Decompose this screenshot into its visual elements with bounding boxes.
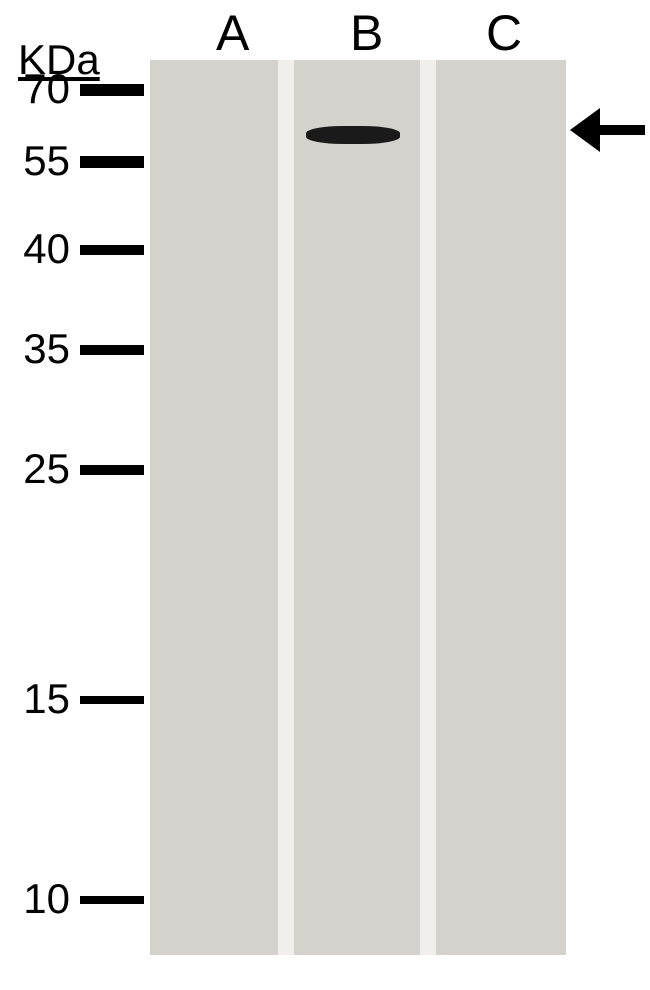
marker-55: 55 bbox=[10, 137, 70, 185]
lane-label-b: B bbox=[350, 4, 383, 62]
marker-15: 15 bbox=[10, 675, 70, 723]
lane-label-a: A bbox=[216, 4, 249, 62]
tick-55 bbox=[80, 156, 144, 168]
lane-divider-bc bbox=[420, 60, 436, 955]
western-blot-figure: KDa A B C 70 55 40 35 25 15 10 bbox=[0, 0, 650, 990]
marker-70: 70 bbox=[10, 65, 70, 113]
band-lane-b bbox=[306, 126, 400, 144]
tick-15 bbox=[80, 696, 144, 704]
marker-35: 35 bbox=[10, 325, 70, 373]
marker-40: 40 bbox=[10, 225, 70, 273]
arrow-head-icon bbox=[570, 108, 600, 152]
marker-25: 25 bbox=[10, 445, 70, 493]
tick-40 bbox=[80, 245, 144, 255]
blot-membrane bbox=[150, 60, 566, 955]
tick-35 bbox=[80, 345, 144, 355]
tick-25 bbox=[80, 465, 144, 475]
lane-label-c: C bbox=[486, 4, 522, 62]
lane-divider-ab bbox=[278, 60, 294, 955]
tick-10 bbox=[80, 896, 144, 904]
marker-10: 10 bbox=[10, 875, 70, 923]
tick-70 bbox=[80, 84, 144, 96]
